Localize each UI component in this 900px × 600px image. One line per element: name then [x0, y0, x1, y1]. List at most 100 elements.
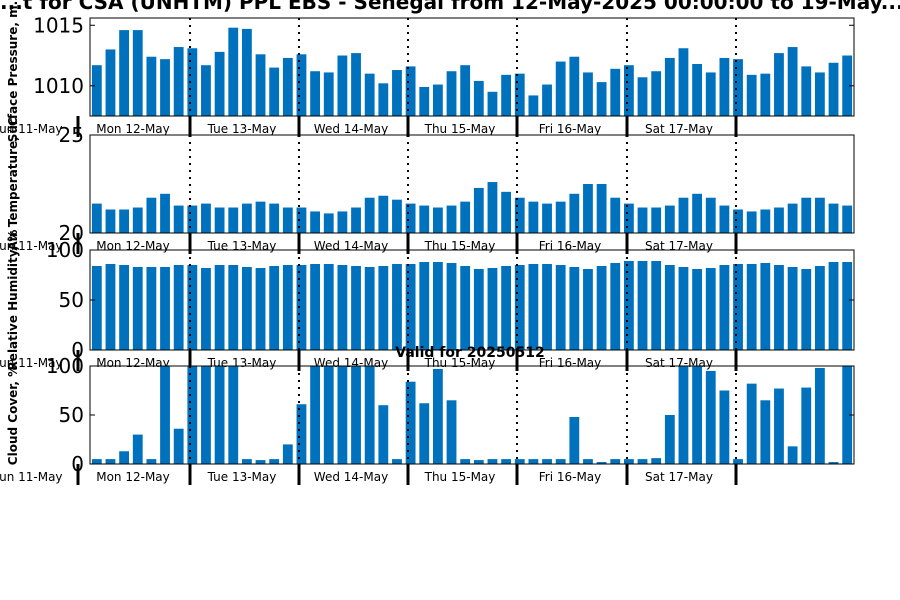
day-label: Tue 13-May [207, 239, 277, 253]
bar [610, 197, 621, 233]
bar [473, 187, 484, 233]
bar [419, 403, 430, 464]
bar [419, 262, 430, 350]
bar [105, 49, 116, 116]
bar [733, 264, 743, 350]
bar [173, 265, 184, 350]
bar [610, 68, 621, 116]
bar [664, 57, 675, 116]
bar [705, 268, 716, 350]
bar [555, 459, 566, 464]
bar [814, 197, 825, 233]
bar [105, 209, 116, 233]
bar [787, 47, 798, 116]
day-label: Tue 13-May [207, 470, 277, 484]
bar [282, 444, 293, 464]
bar [514, 265, 525, 350]
bar [337, 55, 348, 116]
bar [91, 266, 102, 350]
day-label: Sun 11-May [0, 470, 63, 484]
bar [596, 184, 607, 233]
bar [119, 209, 130, 233]
bar [542, 203, 552, 233]
bar [160, 59, 170, 116]
bar [105, 264, 116, 350]
bar [214, 265, 225, 350]
bar [201, 268, 211, 350]
day-label: Fri 16-May [539, 470, 602, 484]
bar [392, 199, 402, 233]
bar [842, 55, 853, 116]
bar [651, 458, 662, 464]
bar [555, 61, 566, 116]
page-title: ...t for CSA (UNHTM) PPL EBS - Senegal f… [0, 0, 900, 14]
bar [719, 265, 730, 350]
bar [623, 65, 634, 116]
bar [460, 459, 471, 464]
bar [569, 193, 580, 233]
bar [446, 205, 457, 233]
valid-label: Valid for 20250512 [395, 345, 545, 361]
bar [187, 265, 198, 350]
day-label: Fri 16-May [539, 122, 602, 136]
bar [187, 48, 198, 116]
bar [310, 264, 321, 350]
bar [310, 366, 321, 464]
bar [774, 53, 784, 116]
bar [146, 459, 157, 464]
bar [105, 459, 116, 464]
bar [501, 191, 512, 233]
bar [119, 30, 130, 117]
bar [282, 57, 293, 116]
bar [405, 381, 416, 464]
bar [296, 404, 307, 464]
bar [364, 366, 375, 464]
bar [173, 47, 184, 116]
bar [392, 70, 402, 116]
bar [787, 446, 798, 464]
bar [487, 182, 498, 233]
bar [296, 54, 307, 116]
bar [801, 66, 812, 116]
bar [705, 197, 716, 233]
bar [173, 428, 184, 464]
bar [269, 266, 280, 350]
bar [432, 262, 443, 350]
bar [664, 205, 675, 233]
bar [364, 73, 375, 116]
bar [282, 207, 293, 233]
day-label: Mon 12-May [96, 470, 170, 484]
bar [351, 366, 361, 464]
bar [351, 207, 361, 233]
bar [296, 265, 307, 350]
bar [596, 266, 607, 350]
bar [392, 459, 402, 464]
bar [801, 269, 812, 350]
bar [241, 28, 252, 116]
bar [473, 460, 484, 464]
bar [405, 203, 416, 233]
y-tick-label: 1010 [33, 74, 84, 98]
bar [214, 207, 225, 233]
bar [160, 267, 170, 350]
day-label: Wed 14-May [314, 470, 388, 484]
bar [664, 415, 675, 464]
bar [187, 366, 198, 464]
bar [405, 264, 416, 350]
day-label: Sat 17-May [645, 239, 713, 253]
bar [432, 207, 443, 233]
y-axis-label: Surface Pressure, m... [6, 0, 20, 142]
y-axis-label: Cloud Cover, % [6, 365, 20, 465]
bar [160, 366, 170, 464]
bar [487, 268, 498, 350]
bar [119, 265, 130, 350]
bar [569, 267, 580, 350]
bar [241, 267, 252, 350]
bar [760, 73, 771, 116]
bar [692, 193, 703, 233]
bar [460, 65, 471, 116]
bar [542, 84, 552, 116]
bar [760, 209, 771, 233]
bar [596, 462, 607, 464]
bar [542, 264, 552, 350]
